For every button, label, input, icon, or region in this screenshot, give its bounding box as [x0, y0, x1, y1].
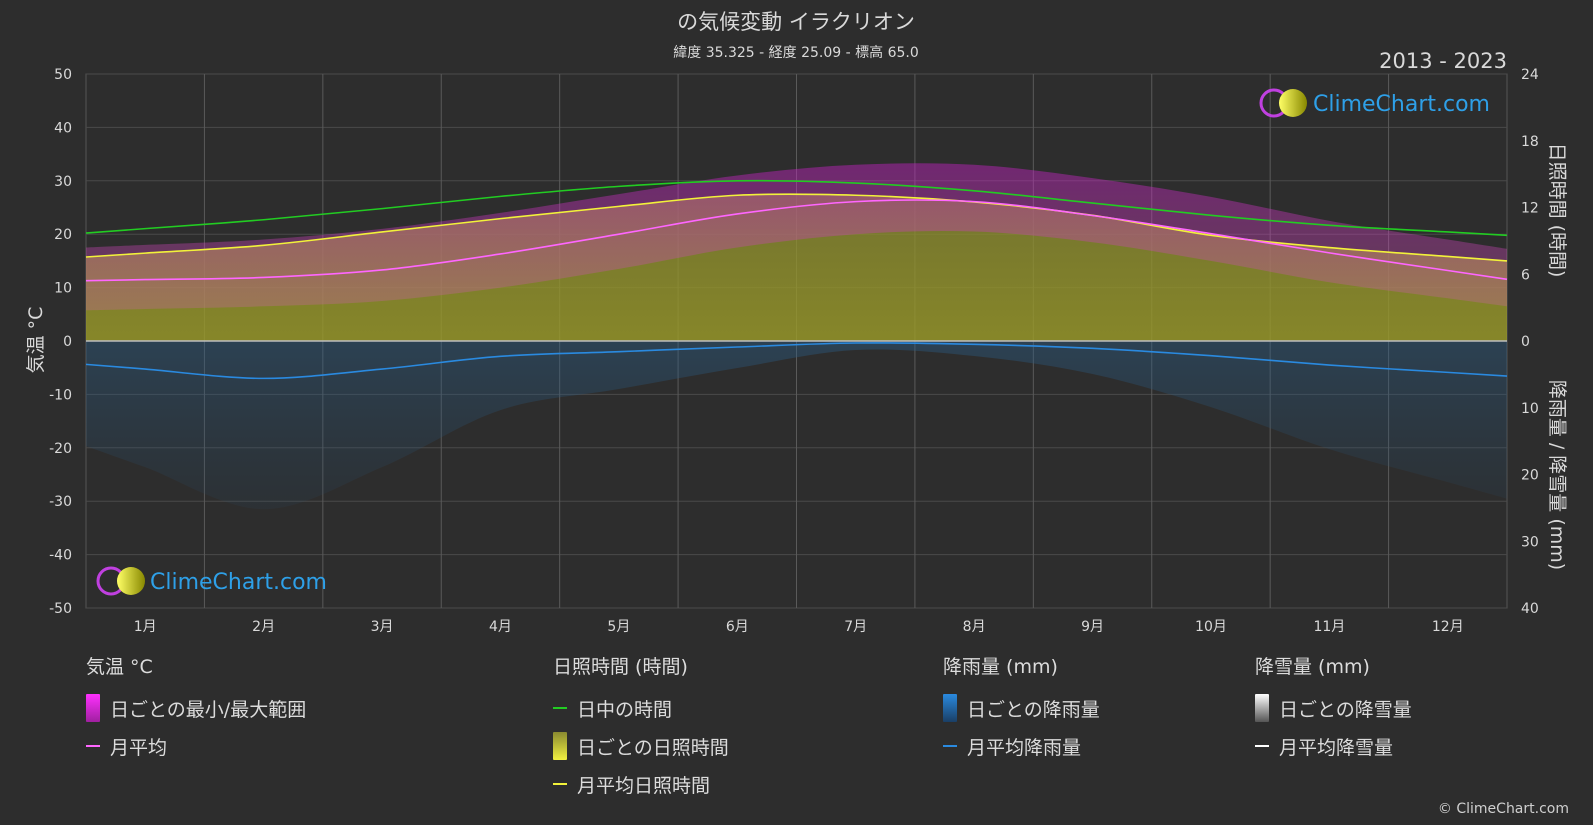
left-tick-label: -40 [49, 548, 72, 564]
legend: 気温 °C 日ごとの最小/最大範囲 月平均 日照時間 (時間) 日中の時間 日ご… [0, 655, 1593, 815]
month-tick-label: 2月 [252, 619, 275, 635]
month-tick-label: 11月 [1313, 619, 1345, 635]
left-tick-label: 40 [54, 120, 72, 136]
logo-bottom: ClimeChart.com [96, 566, 327, 596]
legend-swatch [1255, 745, 1269, 747]
logo-bottom-text: ClimeChart.com [150, 570, 327, 595]
chart-subtitle: 緯度 35.325 - 経度 25.09 - 標高 65.0 [673, 44, 919, 61]
legend-swatch [553, 783, 567, 785]
legend-item-label: 日ごとの最小/最大範囲 [110, 698, 307, 721]
legend-swatch [553, 707, 567, 709]
legend-item-label: 月平均降雨量 [967, 736, 1082, 759]
temp-avg-line [85, 199, 1508, 282]
left-axis-title: 気温 °C [25, 307, 47, 374]
legend-item-label: 日ごとの降雨量 [967, 698, 1100, 721]
legend-item-label: 月平均日照時間 [577, 774, 711, 797]
legend-group-title: 降雨量 (mm) [943, 656, 1058, 678]
left-tick-label: 10 [54, 281, 72, 297]
month-tick-label: 1月 [134, 619, 157, 635]
legend-swatch [1255, 694, 1269, 722]
legend-group-rain: 降雨量 (mm) 日ごとの降雨量 月平均降雨量 [943, 655, 1100, 765]
legend-group-title: 気温 °C [86, 656, 153, 678]
climate-chart: の気候変動 イラクリオン 緯度 35.325 - 経度 25.09 - 標高 6… [25, 10, 1568, 635]
left-tick-label: 50 [54, 67, 72, 83]
legend-group-sunshine: 日照時間 (時間) 日中の時間 日ごとの日照時間 月平均日照時間 [553, 655, 729, 803]
legend-group-title: 日照時間 (時間) [553, 656, 688, 678]
legend-item-label: 日ごとの日照時間 [577, 736, 729, 759]
legend-swatch [553, 732, 567, 760]
legend-item: 月平均 [86, 727, 306, 765]
right-bottom-axis-title: 降雨量 / 降雪量 (mm) [1546, 380, 1568, 570]
legend-group-title: 降雪量 (mm) [1255, 656, 1370, 678]
month-tick-label: 5月 [607, 619, 630, 635]
axes: 50 40 30 20 10 0 -10 -20 -30 -40 -50 24 18 12 6 0 10 20 30… [49, 67, 1539, 635]
month-tick-label: 12月 [1432, 619, 1464, 635]
logo-sun-icon [1279, 89, 1307, 117]
left-tick-label: -10 [49, 387, 72, 403]
month-tick-label: 3月 [371, 619, 394, 635]
legend-item: 日ごとの日照時間 [553, 727, 729, 765]
legend-swatch [86, 745, 100, 747]
legend-item: 月平均降雪量 [1255, 727, 1412, 765]
rain-avg-line [85, 342, 1508, 380]
left-tick-label: 0 [63, 334, 72, 350]
legend-item-label: 月平均 [110, 736, 168, 759]
legend-group-snow: 降雪量 (mm) 日ごとの降雪量 月平均降雪量 [1255, 655, 1412, 765]
legend-group-temperature: 気温 °C 日ごとの最小/最大範囲 月平均 [86, 655, 306, 765]
legend-item: 日ごとの降雨量 [943, 689, 1100, 727]
right-top-axis-title: 日照時間 (時間) [1546, 143, 1568, 278]
logo-top: ClimeChart.com [1259, 88, 1490, 118]
legend-item: 日ごとの降雪量 [1255, 689, 1412, 727]
right-bottom-tick-label: 30 [1521, 534, 1539, 550]
right-top-tick-label: 24 [1521, 67, 1539, 83]
left-tick-label: -30 [49, 494, 72, 510]
legend-swatch [86, 694, 100, 722]
left-tick-label: -50 [49, 601, 72, 617]
right-top-tick-label: 6 [1521, 267, 1530, 283]
month-tick-label: 6月 [726, 619, 749, 635]
legend-item: 日ごとの最小/最大範囲 [86, 689, 306, 727]
legend-item: 月平均日照時間 [553, 765, 729, 803]
right-bottom-tick-label: 40 [1521, 601, 1539, 617]
right-top-tick-label: 0 [1521, 334, 1530, 350]
left-tick-label: 30 [54, 174, 72, 190]
period-label: 2013 - 2023 [1379, 49, 1507, 73]
legend-swatch [943, 745, 957, 747]
daylight-line [85, 179, 1508, 237]
temp-range-shape [86, 163, 1507, 311]
legend-item: 月平均降雨量 [943, 727, 1100, 765]
month-tick-label: 4月 [489, 619, 512, 635]
legend-swatch [943, 694, 957, 722]
sunshine-avg-line [85, 193, 1508, 262]
legend-item-label: 日ごとの降雪量 [1279, 698, 1412, 721]
copyright: © ClimeChart.com [1437, 801, 1569, 817]
rain-area-shape [86, 341, 1507, 510]
month-tick-label: 10月 [1195, 619, 1227, 635]
logo-top-text: ClimeChart.com [1313, 92, 1490, 117]
daily-temp-range-area [86, 163, 1507, 311]
month-tick-label: 7月 [844, 619, 867, 635]
logo-sun-icon [117, 567, 145, 595]
left-tick-label: -20 [49, 441, 72, 457]
chart-title: の気候変動 イラクリオン [677, 10, 915, 34]
right-top-tick-label: 12 [1521, 201, 1539, 217]
month-tick-label: 9月 [1081, 619, 1104, 635]
month-tick-label: 8月 [963, 619, 986, 635]
daily-rain-area [86, 341, 1507, 510]
legend-item-label: 日中の時間 [577, 698, 673, 721]
left-tick-label: 20 [54, 227, 72, 243]
legend-item-label: 月平均降雪量 [1279, 736, 1394, 759]
right-bottom-tick-label: 10 [1521, 401, 1539, 417]
right-bottom-tick-label: 20 [1521, 468, 1539, 484]
legend-item: 日中の時間 [553, 689, 729, 727]
right-top-tick-label: 18 [1521, 134, 1539, 150]
series-lines [85, 179, 1508, 380]
